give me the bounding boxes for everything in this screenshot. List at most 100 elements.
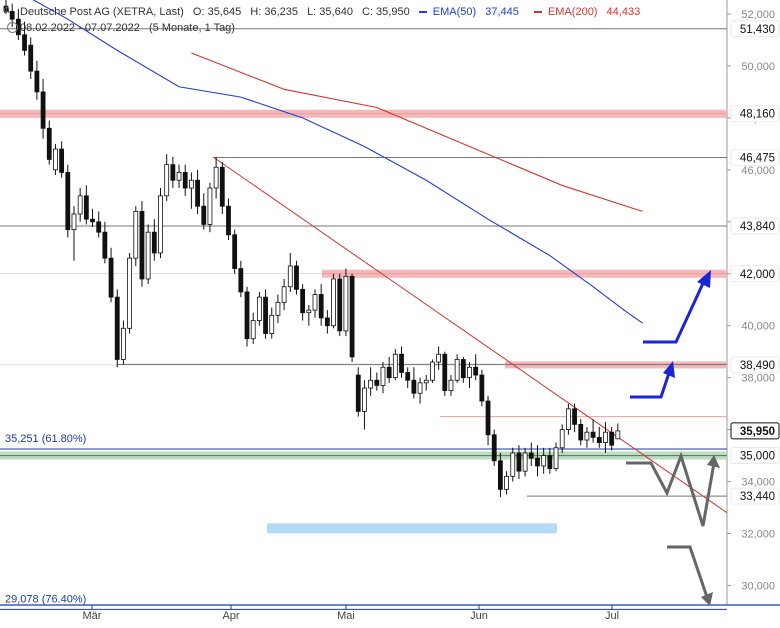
chart-subheader: 08.02.2022 - 07.07.2022 (5 Monate, 1 Tag… <box>20 22 241 34</box>
chart-menu-icon[interactable]: ⋔ <box>2 4 12 16</box>
candle-body <box>232 234 238 269</box>
candle <box>337 273 343 337</box>
candle-body <box>90 218 95 223</box>
candle-body <box>127 257 132 329</box>
price-badge: 51,430 <box>730 20 780 38</box>
candle-body <box>213 166 219 189</box>
candle <box>528 442 534 466</box>
candle <box>609 427 615 451</box>
candle <box>22 21 27 56</box>
y-tick-label: 50,000 <box>741 61 775 73</box>
x-tick-label: Apr <box>222 610 239 622</box>
candle-body <box>559 429 565 449</box>
fib-label: 35,251 (61.80%) <box>5 433 86 445</box>
candle <box>590 419 596 443</box>
candle <box>460 356 466 383</box>
candle <box>565 403 571 435</box>
candle-body <box>368 379 374 389</box>
y-tick-label: 40,000 <box>741 321 775 333</box>
candle <box>380 362 386 394</box>
period-label: (5 Monate, 1 Tag) <box>148 22 235 34</box>
candle-body <box>158 195 163 254</box>
candle <box>256 291 262 326</box>
candle <box>368 367 374 396</box>
price-badge-box <box>730 487 780 505</box>
candle-body <box>318 294 324 319</box>
candle-body <box>547 455 553 469</box>
fib-label: 29,078 (76.40%) <box>5 593 86 605</box>
candle-body <box>411 379 417 394</box>
candle-body <box>250 320 256 340</box>
candle-body <box>83 195 89 220</box>
candle-body <box>114 296 120 360</box>
candle-body <box>139 211 145 280</box>
candle <box>392 349 398 381</box>
candle-body <box>263 296 268 334</box>
candle-body <box>541 455 547 467</box>
date-range: 08.02.2022 - 07.07.2022 <box>20 22 140 34</box>
candle <box>349 273 355 363</box>
price-badge-box <box>730 422 780 440</box>
ema50-value: 37,445 <box>485 6 519 18</box>
candle-body <box>485 400 491 436</box>
candle <box>596 427 602 448</box>
candle-body <box>170 164 176 181</box>
candle <box>454 354 460 383</box>
candle-body <box>238 268 244 293</box>
candle <box>411 367 417 399</box>
candle-body <box>28 44 34 72</box>
open-value: O: 35,645 <box>192 6 242 18</box>
candle-body <box>572 408 577 425</box>
candle <box>226 198 231 240</box>
candle-body <box>226 205 231 236</box>
candle-body <box>195 179 200 207</box>
candle-body <box>392 353 398 379</box>
candle <box>207 182 213 233</box>
candle-body <box>145 231 151 280</box>
candle-body <box>300 288 306 314</box>
candle <box>59 141 65 178</box>
candle-body <box>324 317 330 327</box>
y-tick-label: 52,000 <box>741 9 775 21</box>
candle-body <box>504 475 509 490</box>
candle-body <box>578 424 584 441</box>
y-tick-label: 46,000 <box>741 165 775 177</box>
candle-body <box>312 294 318 311</box>
candle <box>65 164 71 238</box>
candle-body <box>355 374 361 412</box>
candle-body <box>584 431 590 441</box>
candle-body <box>497 460 503 490</box>
bearish-path-down <box>667 545 710 601</box>
ema200-value: 44,433 <box>606 6 641 18</box>
candle-body <box>77 195 83 215</box>
up-arrow-head <box>663 361 675 378</box>
candle <box>151 219 157 261</box>
candle <box>584 427 590 448</box>
candle <box>77 188 83 222</box>
y-tick-label: 30,000 <box>741 580 775 592</box>
price-badge: 38,490 <box>730 356 780 374</box>
candle <box>40 78 46 139</box>
candle-body <box>244 291 250 340</box>
candle <box>535 445 540 477</box>
candle-body <box>596 436 602 443</box>
price-badge: 43,840 <box>730 217 780 235</box>
candle <box>541 447 547 474</box>
candle <box>213 156 219 199</box>
candle <box>263 289 268 339</box>
candle-body <box>53 148 58 171</box>
candle <box>343 268 349 337</box>
price-badge-label: 48,160 <box>740 109 775 121</box>
candle-body <box>256 296 262 321</box>
clock-icon <box>7 22 18 33</box>
candle-body <box>306 309 312 314</box>
price-badge: 33,440 <box>730 487 780 505</box>
candle-body <box>108 257 114 298</box>
candle-body <box>448 379 454 392</box>
candle-body <box>188 179 194 189</box>
price-badge: 48,160 <box>730 105 780 123</box>
candle-body <box>399 353 404 373</box>
price-badge-label: 38,490 <box>740 360 775 372</box>
candle <box>182 164 188 196</box>
